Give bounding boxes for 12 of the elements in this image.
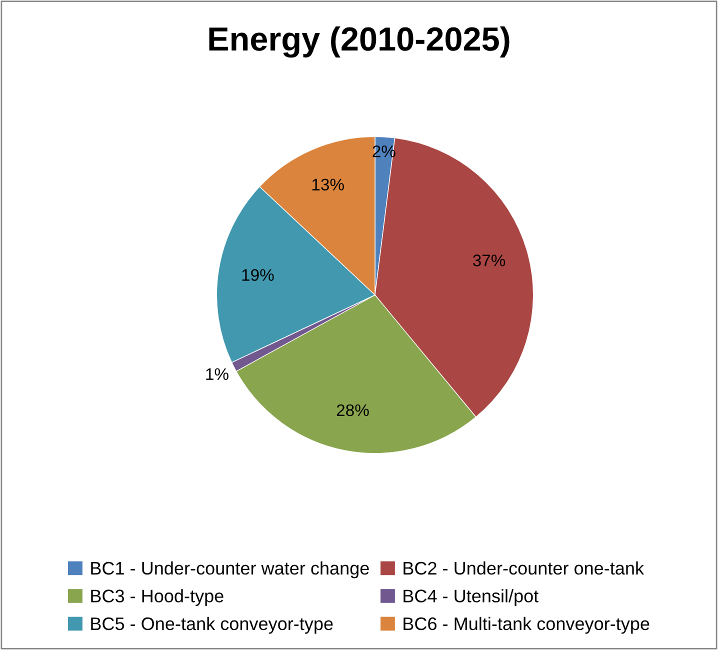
legend-label: BC3 - Hood-type	[91, 589, 224, 606]
chart-title: Energy (2010-2025)	[209, 26, 510, 58]
legend-label: BC6 - Multi-tank conveyor-type	[404, 616, 650, 634]
legend-label: BC2 - Under-counter one-tank	[404, 561, 644, 575]
legend-label: BC5 - One-tank conveyor-type	[91, 616, 333, 634]
data-label: 28%	[336, 404, 369, 416]
data-label: 37%	[472, 254, 506, 266]
data-label: 1%	[206, 368, 228, 380]
data-label: 19%	[242, 269, 274, 281]
legend-label: BC4 - Utensil/pot	[404, 589, 538, 606]
data-label: 13%	[312, 178, 344, 190]
legend-label: BC1 - Under-counter water change	[91, 561, 369, 578]
